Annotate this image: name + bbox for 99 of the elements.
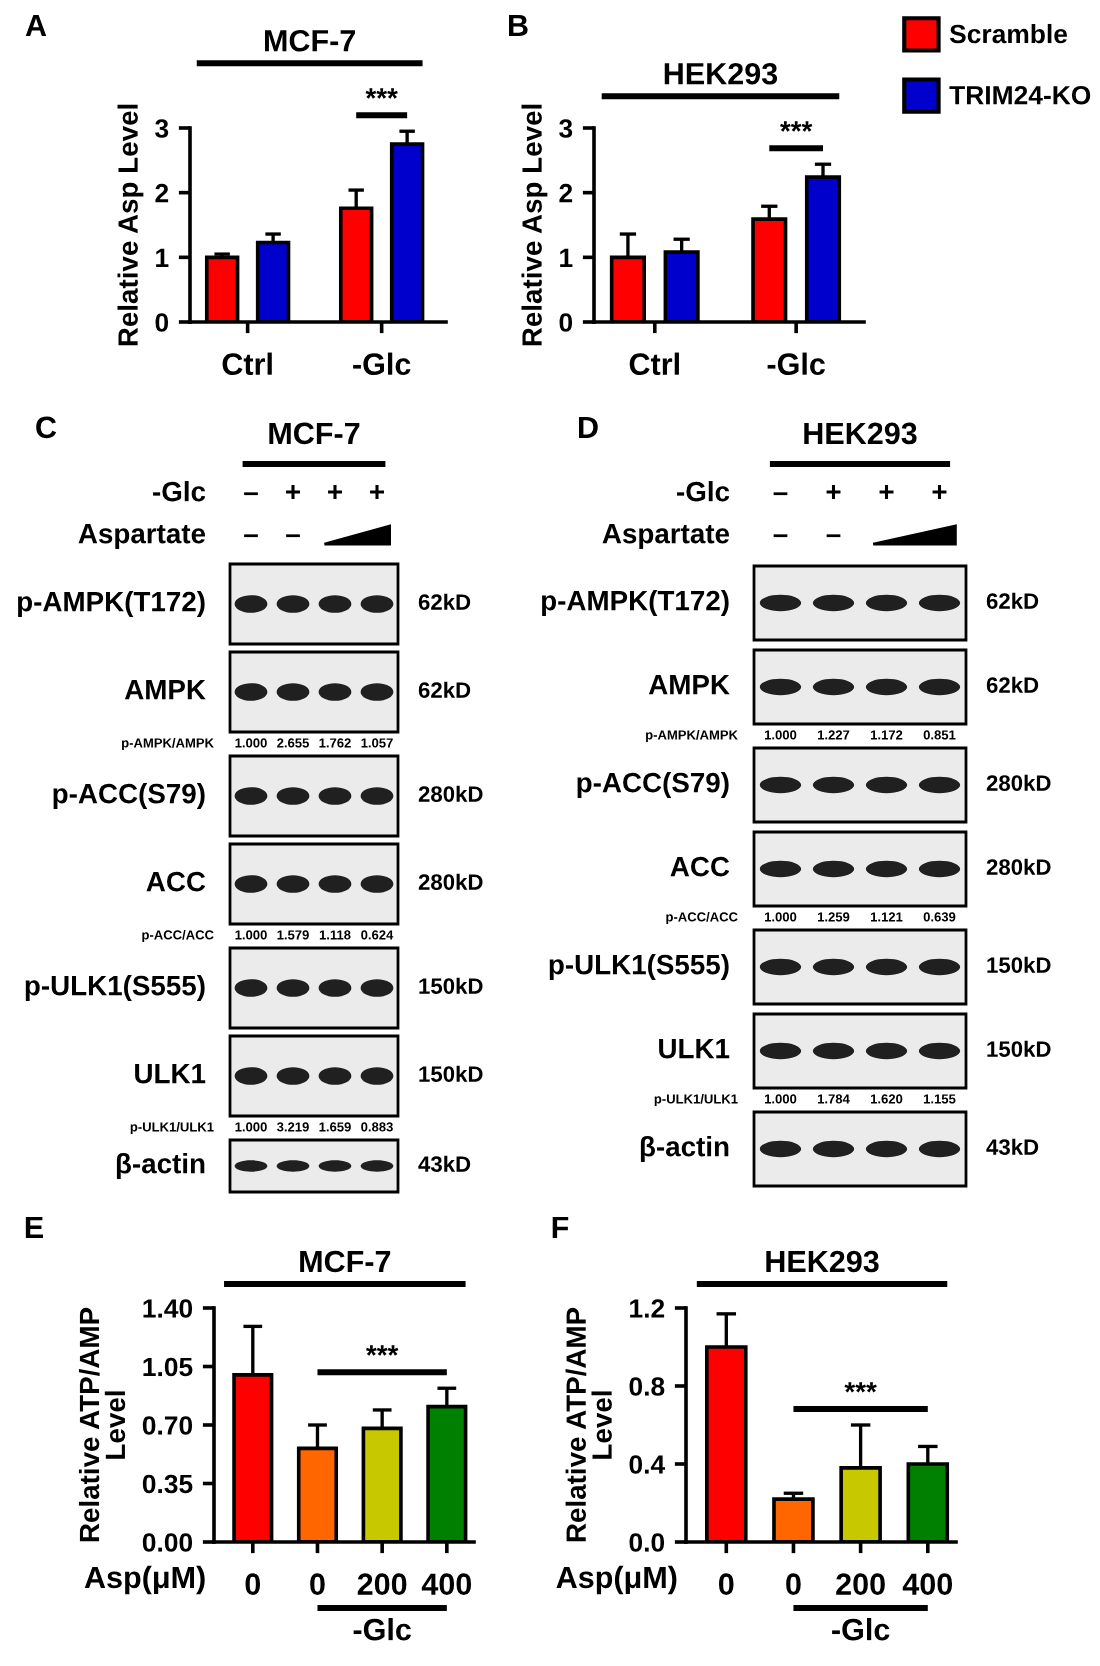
x-tick-label: 0 — [310, 1573, 325, 1595]
annotation: *** — [780, 121, 813, 132]
y-tick-label: 1 — [560, 248, 573, 267]
y-tick-label: 1 — [156, 248, 169, 267]
category-label: ULK1 — [135, 1064, 206, 1084]
category-label: 150kD — [419, 977, 483, 994]
text: F — [552, 1216, 569, 1238]
y-tick-label: 0.35 — [142, 1474, 193, 1494]
x-tick-label: 200 — [357, 1573, 407, 1595]
y-axis-title: Relative Asp Level — [521, 104, 548, 346]
category-label: 150kD — [419, 1065, 483, 1082]
y-tick-label: 0 — [559, 313, 573, 332]
category-label: p-ULK1(S555) — [25, 975, 205, 1001]
y-tick-label: 0.8 — [629, 1377, 665, 1396]
category-label: 62kD — [986, 592, 1039, 609]
text: + — [879, 484, 894, 499]
category-label: 280kD — [986, 858, 1051, 875]
x-tick-label: Ctrl — [629, 352, 679, 375]
category-label: 62kD — [418, 681, 471, 698]
text: – — [286, 534, 300, 538]
text: – — [244, 492, 258, 496]
text: – — [773, 534, 788, 538]
x-tick-label: 0 — [786, 1573, 801, 1595]
text: – — [826, 534, 841, 538]
y-tick-label: 1.05 — [143, 1357, 193, 1377]
text: + — [826, 484, 841, 499]
x-tick-label: -Glc — [767, 352, 825, 375]
text: – — [244, 534, 258, 538]
y-tick-label: 0 — [155, 313, 169, 332]
chart-title: HEK293 — [766, 1250, 879, 1273]
category-label: 280kD — [418, 873, 483, 890]
text: -Glc — [353, 1618, 411, 1641]
y-tick-label: 1.2 — [630, 1299, 665, 1318]
y-axis-title: Relative ATP/AMP Level — [565, 1307, 612, 1542]
category-label: p-ACC(S79) — [577, 772, 729, 798]
category-label: 43kD — [986, 1138, 1039, 1155]
category-label: p-ACC(S79) — [53, 783, 205, 809]
category-label: AMPK — [648, 675, 730, 695]
text: Aspartate — [78, 524, 206, 549]
y-tick-label: 1.40 — [143, 1299, 193, 1318]
text: Aspartate — [602, 524, 730, 549]
annotation: *** — [366, 1345, 399, 1356]
text: + — [370, 484, 384, 499]
text: + — [286, 484, 300, 499]
y-tick-label: 2 — [155, 183, 169, 203]
chart-title: HEK293 — [664, 62, 778, 85]
legend-label: Scramble — [949, 23, 1068, 44]
text: E — [25, 1216, 43, 1238]
x-axis-title: Asp(μM) — [84, 1565, 205, 1595]
x-axis-title: Asp(μM) — [556, 1565, 677, 1595]
category-label: AMPK — [124, 680, 206, 700]
text: – — [773, 492, 788, 496]
category-label: 150kD — [987, 956, 1051, 973]
text: HEK293 — [804, 422, 917, 445]
text: -Glc — [832, 1618, 890, 1641]
chart-title: MCF-7 — [265, 29, 355, 52]
x-tick-label: Ctrl — [222, 352, 272, 375]
chart-title: MCF-7 — [300, 1250, 391, 1273]
category-label: p-ULK1(S555) — [549, 954, 729, 980]
x-tick-label: 0 — [719, 1573, 734, 1595]
y-tick-label: 0.00 — [142, 1533, 193, 1552]
text: -Glc — [677, 481, 730, 502]
text: C — [36, 416, 57, 439]
y-tick-label: 0.70 — [142, 1416, 193, 1435]
y-axis-title: Relative Asp Level — [117, 104, 144, 346]
text: -Glc — [153, 481, 206, 502]
text: MCF-7 — [269, 422, 360, 445]
category-label: ACC — [670, 856, 730, 877]
y-tick-label: 2 — [559, 183, 573, 203]
category-label: 150kD — [987, 1040, 1051, 1057]
y-axis-title: Relative ATP/AMP Level — [78, 1307, 126, 1542]
category-label: β-actin — [640, 1136, 729, 1162]
category-label: 280kD — [418, 785, 483, 802]
x-tick-label: -Glc — [353, 352, 411, 375]
category-label: 62kD — [418, 593, 471, 610]
category-label: 62kD — [986, 676, 1039, 693]
x-tick-label: 400 — [421, 1573, 472, 1595]
text: D — [579, 416, 598, 438]
category-label: p-AMPK(T172) — [18, 591, 205, 617]
category-label: ACC — [146, 871, 206, 892]
y-tick-label: 3 — [155, 119, 169, 138]
annotation: *** — [844, 1382, 877, 1393]
text: + — [328, 484, 342, 499]
y-tick-label: 0.0 — [629, 1533, 665, 1552]
text: + — [932, 484, 947, 499]
legend-label: TRIM24-KO — [949, 85, 1091, 105]
x-tick-label: 400 — [902, 1573, 953, 1595]
text: *** — [365, 88, 398, 99]
text: A — [25, 14, 47, 36]
category-label: 43kD — [418, 1155, 471, 1172]
x-tick-label: 200 — [836, 1573, 885, 1595]
text: B — [509, 14, 528, 36]
y-tick-label: 3 — [559, 119, 573, 138]
category-label: ULK1 — [659, 1039, 730, 1059]
category-label: 280kD — [986, 774, 1051, 791]
x-tick-label: 0 — [245, 1573, 261, 1595]
category-label: p-AMPK(T172) — [542, 590, 729, 616]
category-label: β-actin — [116, 1153, 205, 1179]
y-tick-label: 0.4 — [629, 1455, 666, 1474]
